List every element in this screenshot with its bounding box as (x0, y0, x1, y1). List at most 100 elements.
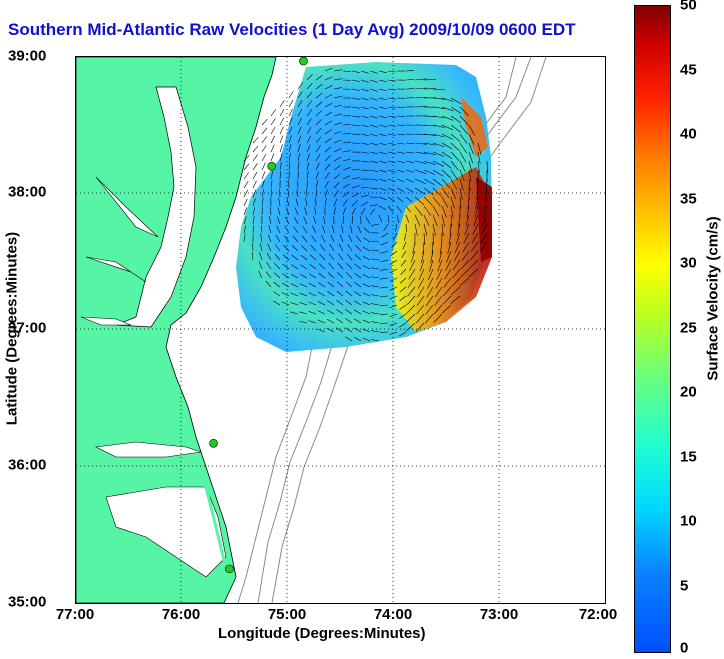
velocity-vector (371, 276, 380, 279)
velocity-vector (342, 167, 351, 171)
velocity-vector (434, 286, 443, 298)
velocity-vector (259, 243, 263, 252)
velocity-vector (269, 207, 272, 216)
velocity-vector (323, 216, 326, 225)
velocity-vector (469, 259, 479, 269)
velocity-vector (261, 189, 265, 198)
potomac-river (95, 176, 159, 238)
velocity-vector (419, 259, 425, 272)
velocity-vector (371, 267, 380, 270)
velocity-vector (336, 281, 344, 288)
velocity-vector (450, 196, 455, 209)
velocity-vector (283, 244, 290, 252)
velocity-vector (422, 241, 425, 254)
velocity-vector (476, 187, 479, 200)
y-tick: 39:00 (8, 47, 47, 65)
velocity-vector (324, 155, 331, 162)
velocity-vector (371, 285, 380, 288)
velocity-vector (396, 133, 405, 136)
velocity-vector (308, 282, 317, 288)
velocity-vector (345, 318, 353, 324)
velocity-vector (261, 153, 267, 162)
velocity-vector (378, 88, 387, 92)
velocity-vector (431, 241, 434, 254)
velocity-vector (360, 207, 366, 216)
velocity-vector (371, 249, 380, 252)
velocity-vector (396, 205, 402, 213)
velocity-vector (324, 103, 333, 108)
velocity-vector (369, 142, 378, 146)
velocity-vector (318, 263, 326, 270)
velocity-vector (389, 304, 398, 309)
velocity-vector (345, 290, 353, 297)
velocity-vector (473, 214, 479, 227)
velocity-vector (333, 69, 342, 72)
velocity-vector (336, 290, 344, 297)
velocity-vector (486, 160, 489, 173)
velocity-vector (468, 151, 474, 164)
velocity-vector (432, 124, 445, 128)
velocity-vector (354, 309, 362, 315)
velocity-vector (477, 160, 480, 173)
radar-stations (209, 57, 308, 574)
velocity-vector (351, 200, 358, 207)
velocity-vector (279, 153, 283, 162)
velocity-vector (387, 133, 396, 136)
velocity-vector (243, 154, 250, 162)
velocity-vector (468, 124, 475, 136)
velocity-vector (251, 252, 254, 261)
velocity-vector (459, 196, 462, 209)
velocity-vector (360, 142, 369, 145)
velocity-vector (267, 243, 272, 252)
velocity-vector (317, 291, 326, 297)
velocity-vector (460, 259, 470, 270)
velocity-vector (363, 227, 371, 234)
velocity-vector (414, 160, 427, 165)
velocity-vector (399, 277, 407, 284)
velocity-vector (399, 286, 407, 293)
colorbar-tick: 0 (680, 639, 689, 657)
velocity-vector (418, 268, 425, 281)
velocity-vector (276, 216, 281, 225)
velocity-vector (468, 268, 479, 278)
velocity-vector (345, 309, 353, 315)
radar-station-marker (209, 438, 218, 448)
velocity-vector (354, 282, 362, 288)
velocity-vector (444, 268, 452, 280)
upper-hot-patch (461, 97, 488, 157)
velocity-vector (399, 304, 407, 310)
velocity-vector (369, 133, 378, 137)
velocity-vector (425, 313, 434, 324)
velocity-vector (282, 254, 290, 261)
velocity-vector (414, 169, 427, 174)
velocity-vector (279, 100, 285, 108)
velocity-vector (453, 250, 461, 262)
velocity-vector (464, 223, 470, 236)
velocity-vector (454, 241, 461, 254)
velocity-vector (396, 214, 400, 223)
velocity-vector (369, 208, 376, 216)
velocity-vector (362, 256, 371, 261)
velocity-vector (331, 225, 335, 234)
velocity-vector (432, 106, 445, 109)
velocity-vector (306, 109, 312, 117)
velocity-vector (450, 115, 462, 124)
velocity-vector (295, 198, 299, 207)
velocity-vector (389, 268, 398, 274)
velocity-vector (288, 144, 292, 153)
velocity-vector (459, 133, 468, 144)
velocity-vector (423, 178, 435, 186)
velocity-vector (261, 136, 267, 144)
velocity-vector (252, 136, 259, 144)
velocity-vector (299, 273, 308, 279)
velocity-vector (306, 91, 313, 99)
velocity-vector (365, 216, 371, 225)
velocity-vector (450, 214, 453, 227)
velocity-vector (267, 234, 272, 243)
velocity-vector (362, 310, 371, 315)
velocity-vector (459, 151, 467, 163)
velocity-vector (346, 262, 353, 270)
velocity-vector (404, 232, 407, 241)
velocity-vector (441, 97, 454, 102)
velocity-vector (392, 232, 398, 241)
